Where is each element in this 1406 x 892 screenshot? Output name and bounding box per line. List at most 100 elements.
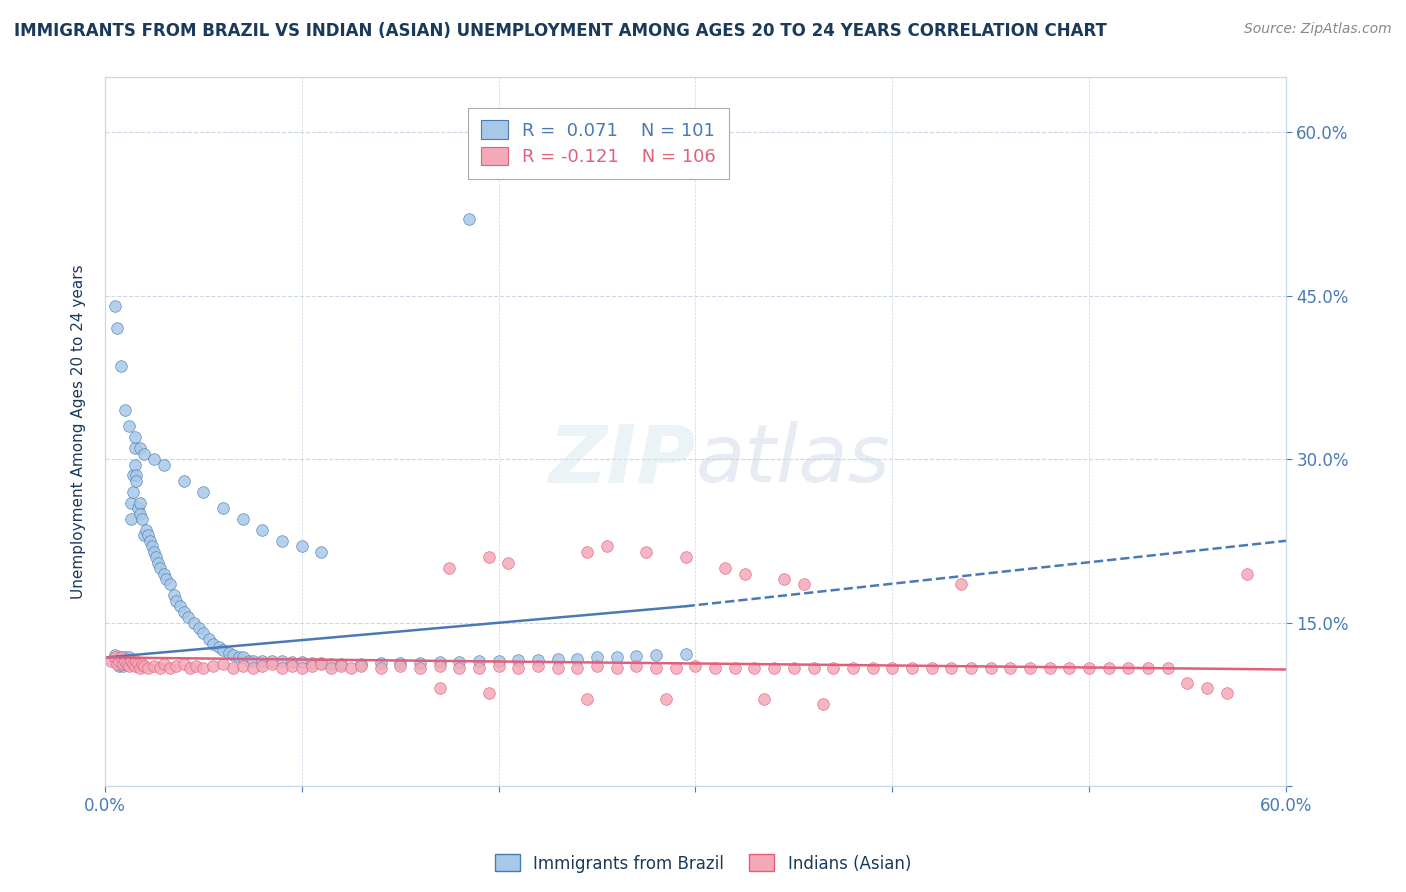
Point	[100, 654, 122, 668]
Point	[508, 653, 530, 667]
Point	[527, 659, 550, 673]
Point	[763, 661, 786, 675]
Point	[173, 605, 195, 619]
Point	[655, 692, 678, 706]
Point	[488, 654, 510, 668]
Point	[488, 659, 510, 673]
Point	[685, 659, 707, 673]
Point	[439, 561, 461, 575]
Point	[429, 655, 451, 669]
Point	[271, 654, 294, 668]
Point	[104, 650, 127, 665]
Point	[135, 523, 157, 537]
Point	[586, 659, 609, 673]
Point	[143, 545, 166, 559]
Point	[212, 643, 235, 657]
Text: Source: ZipAtlas.com: Source: ZipAtlas.com	[1244, 22, 1392, 37]
Point	[350, 659, 373, 673]
Point	[941, 661, 963, 675]
Point	[882, 661, 904, 675]
Point	[125, 654, 148, 668]
Point	[124, 430, 146, 444]
Point	[1078, 661, 1101, 675]
Point	[163, 588, 186, 602]
Point	[129, 441, 152, 455]
Point	[330, 659, 353, 673]
Point	[111, 657, 134, 671]
Point	[124, 458, 146, 472]
Point	[134, 447, 156, 461]
Point	[232, 659, 254, 673]
Point	[117, 650, 139, 665]
Point	[291, 539, 314, 553]
Point	[980, 661, 1002, 675]
Point	[389, 656, 412, 670]
Point	[389, 659, 412, 673]
Point	[508, 661, 530, 675]
Text: atlas: atlas	[696, 421, 890, 500]
Point	[110, 657, 132, 671]
Point	[110, 359, 132, 374]
Point	[183, 615, 205, 630]
Point	[222, 648, 245, 663]
Point	[567, 651, 589, 665]
Point	[121, 484, 143, 499]
Point	[1177, 675, 1199, 690]
Point	[370, 656, 392, 670]
Text: ZIP: ZIP	[548, 421, 696, 500]
Point	[145, 550, 167, 565]
Point	[232, 650, 254, 665]
Point	[141, 539, 163, 553]
Point	[1137, 661, 1160, 675]
Point	[576, 545, 599, 559]
Point	[1118, 661, 1140, 675]
Point	[734, 566, 756, 581]
Point	[311, 657, 333, 671]
Point	[104, 300, 127, 314]
Legend: R =  0.071    N = 101, R = -0.121    N = 106: R = 0.071 N = 101, R = -0.121 N = 106	[468, 108, 728, 179]
Point	[104, 648, 127, 663]
Point	[675, 550, 697, 565]
Point	[291, 655, 314, 669]
Point	[1000, 661, 1022, 675]
Point	[169, 599, 191, 614]
Point	[146, 556, 169, 570]
Point	[222, 661, 245, 675]
Point	[117, 659, 139, 673]
Point	[301, 659, 323, 673]
Point	[193, 661, 215, 675]
Point	[744, 661, 766, 675]
Point	[813, 698, 835, 712]
Point	[124, 659, 146, 673]
Point	[107, 659, 129, 673]
Point	[1059, 661, 1081, 675]
Point	[645, 661, 668, 675]
Point	[129, 496, 152, 510]
Point	[139, 533, 162, 548]
Point	[114, 403, 136, 417]
Point	[136, 528, 159, 542]
Point	[409, 656, 432, 670]
Point	[281, 655, 304, 669]
Point	[950, 577, 973, 591]
Point	[311, 656, 333, 670]
Point	[127, 657, 149, 671]
Point	[468, 654, 491, 668]
Point	[301, 656, 323, 670]
Point	[458, 212, 481, 227]
Point	[165, 659, 187, 673]
Point	[586, 650, 609, 665]
Y-axis label: Unemployment Among Ages 20 to 24 years: Unemployment Among Ages 20 to 24 years	[72, 265, 86, 599]
Point	[429, 681, 451, 695]
Point	[115, 654, 138, 668]
Point	[409, 661, 432, 675]
Point	[134, 659, 156, 673]
Point	[262, 657, 284, 671]
Point	[125, 468, 148, 483]
Point	[104, 654, 127, 668]
Point	[159, 661, 181, 675]
Point	[271, 533, 294, 548]
Point	[901, 661, 924, 675]
Point	[527, 653, 550, 667]
Point	[606, 661, 628, 675]
